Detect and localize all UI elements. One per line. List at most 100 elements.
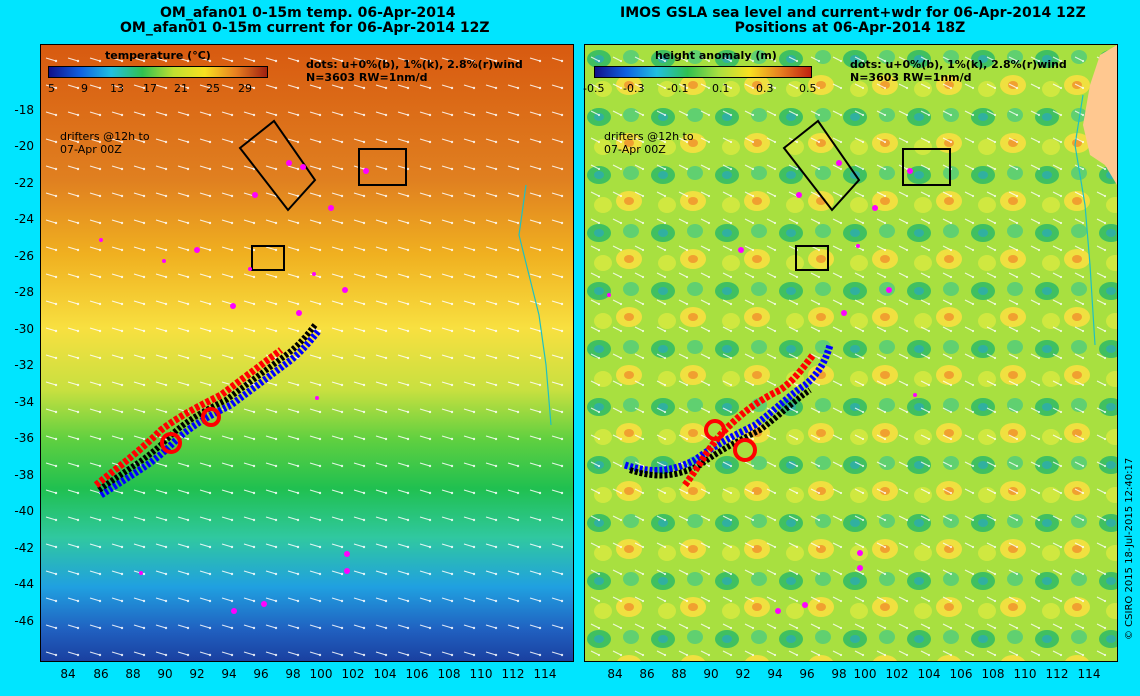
left-cb-label: 13 [110, 82, 124, 95]
left-x-tick: 96 [253, 667, 269, 681]
study-box-rotated [782, 119, 861, 212]
left-y-tick: -22 [14, 176, 34, 190]
right-x-tick: 94 [767, 667, 783, 681]
left-x-tick: 112 [501, 667, 525, 681]
left-drifter-note: drifters @12h to 07-Apr 00Z [60, 130, 150, 156]
left-x-tick: 98 [285, 667, 301, 681]
right-x-tick: 108 [981, 667, 1005, 681]
left-y-tick: -30 [14, 322, 34, 336]
right-x-tick: 106 [949, 667, 973, 681]
left-cb-label: 25 [206, 82, 220, 95]
right-x-tick: 100 [853, 667, 877, 681]
right-drifter-note: drifters @12h to 07-Apr 00Z [604, 130, 694, 156]
left-x-tick: 110 [469, 667, 493, 681]
right-dots-legend: dots: u+0%(b), 1%(k), 2.8%(r)wind N=3603… [850, 58, 1067, 84]
right-title-line2: Positions at 06-Apr-2014 18Z [734, 20, 966, 36]
right-x-tick: 96 [799, 667, 815, 681]
right-cb-label: 0.5 [799, 82, 817, 95]
right-title-line1: IMOS GSLA sea level and current+wdr for … [620, 5, 1086, 21]
left-cb-label: 9 [81, 82, 88, 95]
left-x-tick: 90 [157, 667, 173, 681]
left-y-tick: -36 [14, 431, 34, 445]
right-cb-label: -0.5 [583, 82, 605, 95]
left-cb-label: 21 [174, 82, 188, 95]
left-x-tick: 104 [373, 667, 397, 681]
left-y-tick: -20 [14, 139, 34, 153]
drifter-tracks [623, 344, 834, 488]
left-x-tick: 114 [533, 667, 557, 681]
right-colorbar [594, 66, 812, 78]
left-y-tick: -46 [14, 614, 34, 628]
right-cb-label: -0.1 [667, 82, 689, 95]
drifter-positions [99, 160, 369, 614]
right-x-tick: 92 [735, 667, 751, 681]
right-cb-label: -0.3 [623, 82, 645, 95]
left-map-panel [40, 44, 574, 662]
left-x-tick: 94 [221, 667, 237, 681]
left-x-tick: 84 [60, 667, 76, 681]
right-map-canvas [585, 45, 1117, 661]
left-drifter-note-line2: 07-Apr 00Z [60, 143, 122, 156]
left-x-tick: 106 [405, 667, 429, 681]
right-drifter-note-line1: drifters @12h to [604, 130, 694, 143]
current-vectors [41, 45, 573, 661]
study-box-east [358, 148, 407, 186]
left-y-tick: -26 [14, 249, 34, 263]
right-drifter-note-line2: 07-Apr 00Z [604, 143, 666, 156]
right-cb-label: 0.1 [712, 82, 730, 95]
left-map-canvas [41, 45, 573, 661]
right-x-tick: 84 [607, 667, 623, 681]
right-dots-legend-line2: N=3603 RW=1nm/d [850, 71, 972, 84]
left-y-tick: -24 [14, 212, 34, 226]
left-drifter-note-line1: drifters @12h to [60, 130, 150, 143]
right-x-tick: 110 [1013, 667, 1037, 681]
right-map-panel [584, 44, 1118, 662]
coastline [1074, 94, 1096, 346]
left-y-tick: -34 [14, 395, 34, 409]
study-box-small [251, 245, 285, 271]
left-dots-legend-line1: dots: u+0%(b), 1%(k), 2.8%(r)wind [306, 58, 523, 71]
right-cb-label: 0.3 [756, 82, 774, 95]
right-x-tick: 98 [831, 667, 847, 681]
study-box-east [902, 148, 951, 186]
right-colorbar-title: height anomaly (m) [655, 49, 777, 62]
right-x-tick: 88 [671, 667, 687, 681]
left-cb-label: 5 [48, 82, 55, 95]
right-x-tick: 90 [703, 667, 719, 681]
left-x-tick: 92 [189, 667, 205, 681]
current-vectors [585, 45, 1117, 661]
left-x-tick: 108 [437, 667, 461, 681]
left-x-tick: 86 [93, 667, 109, 681]
left-y-tick: -40 [14, 504, 34, 518]
left-colorbar [48, 66, 268, 78]
left-title-line2: OM_afan01 0-15m current for 06-Apr-2014 … [120, 20, 490, 36]
left-x-tick: 102 [341, 667, 365, 681]
drifter-positions [607, 160, 917, 614]
left-y-tick: -38 [14, 468, 34, 482]
left-x-tick: 100 [309, 667, 333, 681]
left-title-line1: OM_afan01 0-15m temp. 06-Apr-2014 [160, 5, 456, 21]
coastline [518, 184, 552, 426]
left-y-tick: -44 [14, 577, 34, 591]
left-colorbar-title: temperature (°C) [105, 49, 211, 62]
land-mass [1083, 45, 1117, 185]
study-box-rotated [238, 119, 317, 212]
left-y-tick: -18 [14, 103, 34, 117]
left-cb-label: 29 [238, 82, 252, 95]
right-x-tick: 112 [1045, 667, 1069, 681]
study-box-small [795, 245, 829, 271]
right-x-tick: 102 [885, 667, 909, 681]
left-y-tick: -32 [14, 358, 34, 372]
right-x-tick: 104 [917, 667, 941, 681]
left-dots-legend: dots: u+0%(b), 1%(k), 2.8%(r)wind N=3603… [306, 58, 523, 84]
credit-text: © CSIRO 2015 18-Jul-2015 12:40:17 [1124, 457, 1135, 640]
right-x-tick: 86 [639, 667, 655, 681]
left-y-tick: -28 [14, 285, 34, 299]
right-x-tick: 114 [1077, 667, 1101, 681]
drifter-tracks [93, 323, 322, 498]
left-dots-legend-line2: N=3603 RW=1nm/d [306, 71, 428, 84]
left-y-tick: -42 [14, 541, 34, 555]
left-x-tick: 88 [125, 667, 141, 681]
right-dots-legend-line1: dots: u+0%(b), 1%(k), 2.8%(r)wind [850, 58, 1067, 71]
left-cb-label: 17 [143, 82, 157, 95]
